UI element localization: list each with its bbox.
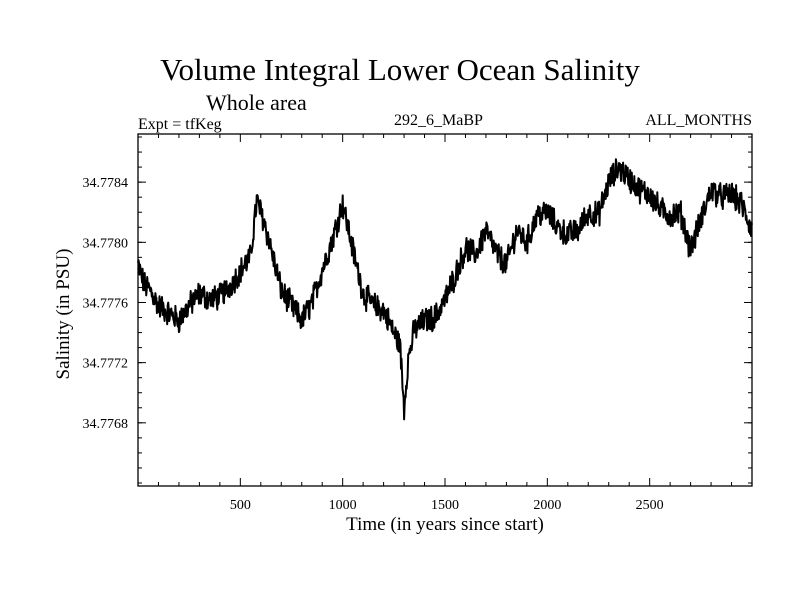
x-tick-label: 2000 [533, 498, 561, 513]
experiment-label: Expt = tfKeg [138, 116, 222, 133]
x-tick-label: 1000 [329, 498, 357, 513]
months-label: ALL_MONTHS [645, 112, 752, 129]
plot-frame [137, 133, 753, 487]
axis-ticks [138, 134, 752, 486]
chart-title: Volume Integral Lower Ocean Salinity [160, 52, 640, 87]
chart-subtitle: Whole area [206, 90, 307, 115]
y-tick-label: 34.7768 [83, 417, 129, 432]
y-tick-label: 34.7776 [83, 296, 129, 311]
period-label: 292_6_MaBP [394, 112, 483, 129]
x-axis-label: Time (in years since start) [346, 514, 544, 535]
x-tick-label: 500 [230, 498, 251, 513]
y-tick-label: 34.7780 [83, 236, 129, 251]
x-tick-label: 2500 [636, 498, 664, 513]
tick-labels: 500 1000 1500 2000 2500 34.7768 34.7772 34.7776… [83, 176, 664, 513]
salinity-series-line [137, 158, 753, 421]
x-tick-label: 1500 [431, 498, 459, 513]
y-tick-label: 34.7784 [83, 176, 129, 191]
y-tick-label: 34.7772 [83, 357, 129, 372]
